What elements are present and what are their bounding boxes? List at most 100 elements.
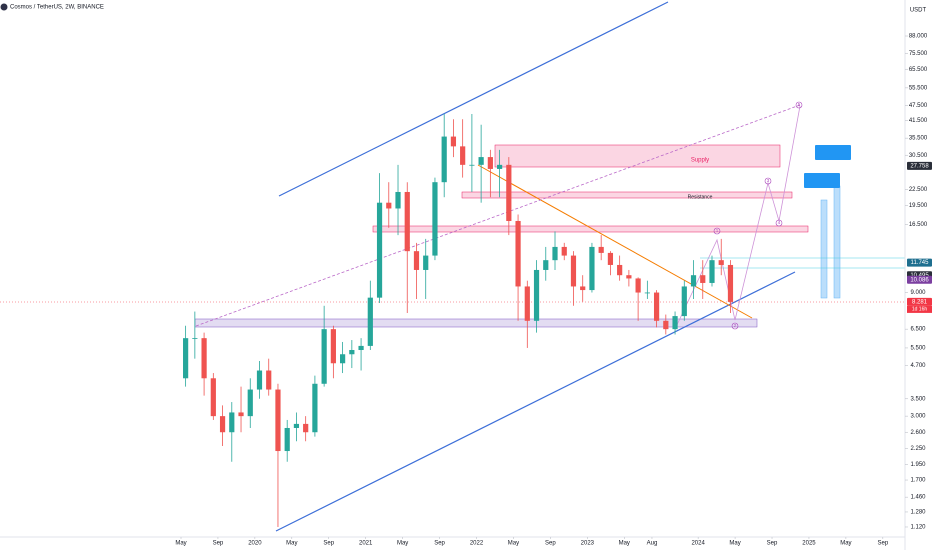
candle-body	[247, 389, 253, 417]
measure-tooltip	[815, 145, 851, 160]
measure-box	[820, 199, 828, 299]
y-tick-label: 1.460	[910, 495, 926, 501]
y-tick-label: 55.500	[909, 85, 928, 91]
candle-body	[183, 338, 189, 379]
candle-body	[635, 278, 641, 293]
candle-body	[201, 338, 207, 379]
countdown: 1d 16h	[912, 307, 928, 313]
candle-body	[376, 202, 383, 298]
candle-body	[395, 191, 401, 209]
candle-body	[303, 423, 309, 433]
candle-body	[340, 354, 346, 364]
candle-body	[589, 246, 595, 291]
resistance-label: Resistance	[688, 194, 713, 200]
resistance-zone	[372, 225, 809, 233]
wave-marker	[764, 177, 772, 185]
y-tick-label: 6.500	[910, 327, 926, 333]
candle-body	[367, 297, 373, 346]
y-tick-label: 2.250	[910, 446, 926, 452]
candle-body	[386, 202, 392, 209]
y-tick-label: 75.500	[909, 51, 928, 57]
x-tick-label: 2022	[470, 541, 484, 547]
candle-body	[404, 191, 410, 252]
y-tick-label: 30.500	[909, 153, 928, 159]
candle-body	[506, 164, 512, 221]
x-tick-label: 2024	[691, 541, 705, 547]
candle-body	[626, 275, 632, 279]
y-tick-label: 3.000	[910, 414, 926, 420]
y-tick-label: 22.500	[909, 187, 928, 193]
coin-icon	[0, 3, 8, 11]
price-label-box	[907, 161, 932, 170]
measure-tooltip	[804, 173, 840, 188]
wave-label: 2	[734, 323, 737, 328]
candle-body	[561, 246, 567, 256]
price-label: 27.758	[910, 163, 929, 169]
plot: 88.00075.50065.50055.50047.50041.50035.5…	[175, 34, 932, 547]
y-tick-label: 5.500	[910, 346, 926, 352]
x-tick-label: Aug	[647, 541, 658, 547]
wave-marker	[775, 219, 783, 227]
candle-body	[349, 350, 355, 355]
x-tick-label: May	[397, 541, 408, 547]
y-tick-label: 41.500	[909, 118, 928, 124]
candle-body	[718, 260, 724, 265]
currency-label: USDT	[910, 8, 927, 14]
candle-body	[672, 316, 678, 330]
x-tick-label: 2020	[248, 541, 262, 547]
chart-title: Cosmos / TetherUS, 2W, BINANCE	[10, 5, 104, 11]
y-tick-label: 47.500	[909, 103, 928, 109]
candle-body	[487, 157, 493, 169]
candle-body	[543, 260, 549, 270]
y-tick-label: 65.500	[909, 67, 928, 73]
candle-body	[533, 269, 540, 321]
candle-body	[727, 264, 734, 302]
x-tick-label: May	[286, 541, 297, 547]
y-tick-label: 35.500	[909, 136, 928, 142]
candle-body	[469, 164, 475, 166]
candle-body	[321, 329, 327, 384]
supply-zone	[494, 144, 781, 168]
candle-body	[312, 383, 318, 433]
x-tick-label: 2023	[581, 541, 595, 547]
y-tick-label: 3.500	[910, 396, 926, 402]
x-tick-label: May	[175, 541, 186, 547]
candle-body	[496, 164, 503, 169]
x-tick-label: May	[508, 541, 519, 547]
wave-label: 4	[778, 220, 781, 225]
wave-label: 1	[716, 228, 719, 233]
channel-line	[275, 271, 796, 532]
candle-body	[413, 251, 420, 270]
y-tick-label: 16.500	[909, 222, 928, 228]
candle-body	[210, 378, 216, 417]
price-label-box	[907, 258, 932, 267]
candle-body	[607, 252, 614, 265]
candle-body	[681, 286, 687, 317]
wave-label: 3	[767, 178, 770, 183]
candle-body	[192, 338, 198, 339]
y-tick-label: 1.280	[910, 510, 926, 516]
channel-line	[278, 1, 669, 197]
x-tick-label: Sep	[545, 541, 556, 547]
wave-marker	[713, 227, 721, 235]
wave-marker	[795, 101, 803, 109]
x-tick-label: Sep	[323, 541, 334, 547]
wave-path	[675, 105, 801, 328]
x-tick-label: 2021	[359, 541, 373, 547]
x-tick-label: May	[840, 541, 851, 547]
candle-body	[275, 389, 281, 452]
x-tick-label: Sep	[767, 541, 778, 547]
candle-body	[219, 416, 226, 433]
candle-body	[515, 220, 521, 287]
wave-marker	[731, 322, 739, 330]
price-label: 10.086	[910, 277, 929, 283]
countdown-box	[907, 305, 932, 313]
candle-body	[358, 345, 364, 351]
price-label: 8.281	[912, 299, 928, 305]
candle-body	[266, 370, 272, 390]
trend-line	[477, 164, 753, 319]
y-tick-label: 9.000	[910, 290, 926, 296]
x-tick-label: May	[619, 541, 630, 547]
